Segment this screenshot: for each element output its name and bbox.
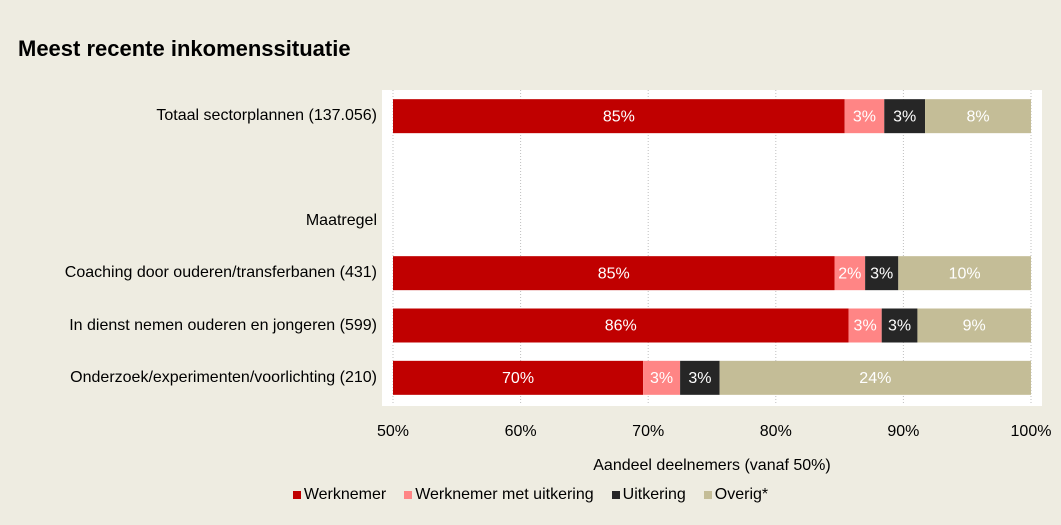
category-text: Coaching door ouderen/transferbanen (431… bbox=[64, 264, 377, 282]
x-tick-label: 90% bbox=[887, 423, 919, 440]
x-tick-label: 70% bbox=[632, 423, 664, 440]
data-label: 85% bbox=[603, 108, 635, 125]
legend-label: Werknemer bbox=[303, 486, 387, 503]
bar-segment bbox=[834, 256, 866, 291]
bar-segment bbox=[881, 308, 918, 343]
category-label: In dienst nemen ouderen en jongeren (599… bbox=[69, 301, 377, 351]
legend-item: Werknemer bbox=[292, 486, 387, 504]
category-text: Onderzoek/experimenten/voorlichting (210… bbox=[70, 368, 377, 386]
bar-segment bbox=[393, 308, 849, 343]
data-label: 2% bbox=[838, 265, 861, 282]
bar-segment bbox=[393, 360, 644, 395]
legend-item: Werknemer met uitkering bbox=[404, 486, 594, 504]
data-label: 8% bbox=[966, 108, 989, 125]
legend-swatch bbox=[611, 491, 620, 499]
bar-segment bbox=[719, 360, 1031, 395]
bar-segment bbox=[898, 256, 1031, 291]
data-label: 3% bbox=[854, 318, 877, 335]
category-label: Maatregel bbox=[306, 196, 377, 246]
bar-segment bbox=[848, 308, 882, 343]
data-label: 3% bbox=[888, 318, 911, 335]
bar-segment bbox=[884, 99, 926, 134]
plot-area bbox=[382, 90, 1042, 406]
data-label: 70% bbox=[502, 370, 534, 387]
data-label: 24% bbox=[859, 370, 891, 387]
legend-swatch bbox=[404, 491, 413, 499]
x-tick-label: 80% bbox=[760, 423, 792, 440]
bar-segment bbox=[680, 360, 720, 395]
category-text: Totaal sectorplannen (137.056) bbox=[156, 107, 377, 125]
category-text: Maatregel bbox=[305, 211, 377, 229]
x-tick-label: 100% bbox=[1011, 423, 1052, 440]
bar-segment bbox=[917, 308, 1031, 343]
x-tick-label: 60% bbox=[505, 423, 537, 440]
category-text: In dienst nemen ouderen en jongeren (599… bbox=[69, 316, 377, 334]
bar-segment bbox=[925, 99, 1031, 134]
data-label: 3% bbox=[853, 108, 876, 125]
legend-swatch bbox=[703, 491, 712, 499]
x-tick-label: 50% bbox=[377, 423, 409, 440]
x-axis-label: Aandeel deelnemers (vanaf 50%) bbox=[593, 457, 830, 474]
category-label: Totaal sectorplannen (137.056) bbox=[156, 91, 377, 141]
data-label: 3% bbox=[870, 265, 893, 282]
data-label: 86% bbox=[605, 318, 637, 335]
legend-item: Uitkering bbox=[611, 486, 686, 504]
bar-segment bbox=[393, 99, 845, 134]
data-label: 85% bbox=[598, 265, 630, 282]
legend-label: Uitkering bbox=[622, 486, 686, 503]
legend-label: Werknemer met uitkering bbox=[415, 486, 594, 503]
bar-segment bbox=[865, 256, 899, 291]
data-label: 9% bbox=[963, 318, 986, 335]
data-label: 3% bbox=[650, 370, 673, 387]
bar-segment bbox=[393, 256, 835, 291]
data-label: 3% bbox=[688, 370, 711, 387]
legend-label: Overig* bbox=[714, 486, 769, 503]
legend: Werknemer Werknemer met uitkering Uitkerin… bbox=[0, 486, 1061, 504]
bar-segment bbox=[844, 99, 885, 134]
chart-title: Meest recente inkomenssituatie bbox=[18, 36, 351, 61]
category-label: Onderzoek/experimenten/voorlichting (210… bbox=[70, 353, 377, 403]
data-label: 10% bbox=[949, 265, 981, 282]
legend-item: Overig* bbox=[703, 486, 769, 504]
category-label: Coaching door ouderen/transferbanen (431… bbox=[65, 248, 377, 298]
data-label: 3% bbox=[893, 108, 916, 125]
legend-swatch bbox=[292, 491, 301, 499]
bar-segment bbox=[643, 360, 681, 395]
